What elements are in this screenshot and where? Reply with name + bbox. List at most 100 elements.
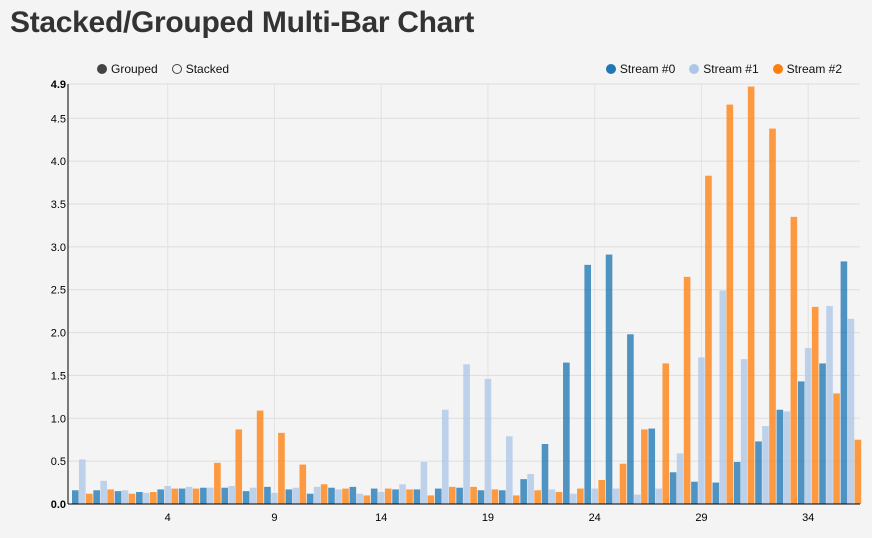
bar-stream-2 [363,495,371,504]
bar-stream-0 [306,493,314,504]
bar-stream-0 [221,487,229,504]
bar-stream-2 [171,488,178,504]
bar-stream-1 [506,436,513,504]
legend-dot-icon[interactable] [689,64,700,74]
bar-stream-2 [448,486,456,504]
legend-label: Stream #2 [786,62,842,76]
bar-stream-1 [228,486,236,504]
bar-stream-1 [271,492,278,504]
bar-stream-0 [712,482,720,504]
bar-stream-1 [121,490,129,504]
bar-stream-2 [214,462,221,504]
bar-stream-2 [427,495,435,504]
bar-stream-2 [150,492,157,504]
bar-stream-0 [392,489,399,504]
bar-stream-0 [477,490,485,504]
y-tick-label: 1.0 [51,413,66,425]
bar-stream-1 [399,484,406,504]
bar-stream-2 [342,488,349,504]
legend-label: Stream #1 [703,62,759,76]
bar-stream-1 [441,409,449,504]
bar-stream-0 [541,444,549,504]
grouped-toggle[interactable]: Grouped [97,62,158,76]
bar-stream-1 [826,306,833,504]
legend-dot-icon[interactable] [605,64,616,74]
bar-stream-2 [128,493,136,504]
bar-stream-1 [207,487,214,504]
bar-stream-1 [762,426,769,504]
bar-stream-1 [698,357,705,504]
bar-stream-2 [470,486,477,504]
chart-legend: Stream #0 Stream #1 Stream #2 [605,62,842,76]
bar-stream-1 [79,459,86,504]
bar-stream-1 [783,411,791,504]
stacked-toggle[interactable]: Stacked [171,62,229,76]
bar-stream-2 [107,489,114,504]
legend-item-stream-0[interactable]: Stream #0 [605,62,675,76]
grouped-radio-icon[interactable] [97,64,107,74]
bar-stream-2 [769,128,776,505]
bar-stream-0 [499,490,506,504]
bar-stream-2 [619,463,627,504]
bar-stream-2 [705,175,712,504]
bar-stream-2 [790,216,798,504]
bar-stream-1 [634,494,641,504]
bar-stream-0 [648,428,656,504]
x-tick-label: 9 [271,512,277,524]
x-tick-label: 24 [589,512,601,524]
legend-item-stream-2[interactable]: Stream #2 [772,62,842,76]
page-title: Stacked/Grouped Multi-Bar Chart [10,6,475,39]
x-tick-label: 14 [375,512,387,524]
bar-stream-2 [256,410,264,504]
y-tick-label: 0.0 [51,499,66,511]
stacked-radio-icon[interactable] [171,64,182,74]
bar-stream-0 [178,488,186,504]
y-tick-label: 3.0 [51,242,66,254]
y-tick-label: 4.5 [51,113,66,125]
x-tick-label: 19 [482,512,494,524]
bar-stream-2 [641,429,648,504]
bar-stream-0 [563,362,570,504]
bar-stream-2 [747,86,755,505]
bar-stream-1 [249,487,257,504]
bar-stream-0 [72,490,79,504]
y-tick-label: 3.5 [51,199,66,211]
bar-stream-2 [811,306,819,504]
legend-dot-icon[interactable] [772,64,783,74]
bar-stream-2 [833,393,840,504]
bar-stream-1 [463,364,470,504]
bar-stream-0 [285,489,293,504]
bar-stream-1 [356,493,364,504]
bar-stream-1 [292,487,300,504]
y-tick-label: 2.5 [51,285,66,297]
bar-stream-2 [384,488,392,504]
bar-stream-1 [377,492,385,504]
y-tick-label: 1.5 [51,370,66,382]
legend-item-stream-1[interactable]: Stream #1 [689,62,759,76]
bar-stream-2 [555,492,563,504]
bar-stream-1 [527,474,534,504]
bar-stream-0 [691,481,698,504]
bar-stream-2 [86,493,93,504]
bar-stream-1 [655,488,663,504]
bar-stream-0 [114,491,122,504]
bar-stream-0 [200,487,207,504]
bar-stream-1 [100,480,107,504]
bar-stream-1 [804,348,812,504]
bar-stream-2 [854,439,862,504]
grouped-label: Grouped [111,62,158,76]
bar-stream-0 [328,487,335,504]
bar-stream-0 [93,490,100,504]
bar-stream-2 [491,489,499,504]
bar-stream-2 [235,429,243,504]
bar-stream-0 [840,261,848,504]
bar-stream-0 [755,441,762,504]
bar-stream-2 [299,464,307,504]
x-tick-label: 34 [802,512,814,524]
bar-stream-0 [627,334,634,504]
bar-stream-0 [264,486,271,504]
bar-stream-2 [534,490,541,504]
bar-stream-1 [143,492,150,504]
bar-stream-2 [278,432,285,504]
